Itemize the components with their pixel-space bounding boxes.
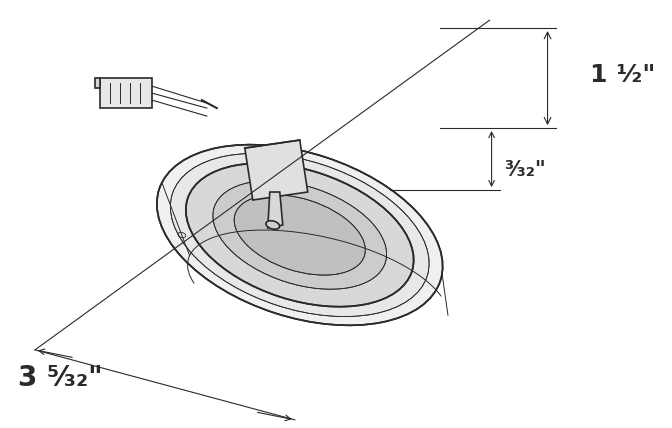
- Text: 1 ¹⁄₂": 1 ¹⁄₂": [589, 63, 655, 87]
- Ellipse shape: [213, 181, 386, 289]
- Polygon shape: [95, 78, 100, 88]
- Polygon shape: [245, 140, 308, 200]
- Ellipse shape: [171, 153, 429, 317]
- Polygon shape: [267, 192, 283, 228]
- Text: 3 ⁵⁄₃₂": 3 ⁵⁄₃₂": [18, 364, 103, 392]
- Ellipse shape: [157, 145, 443, 325]
- Text: ³⁄₃₂": ³⁄₃₂": [505, 160, 546, 180]
- Ellipse shape: [186, 163, 414, 307]
- Polygon shape: [100, 78, 152, 108]
- Ellipse shape: [234, 195, 366, 275]
- Ellipse shape: [266, 221, 280, 229]
